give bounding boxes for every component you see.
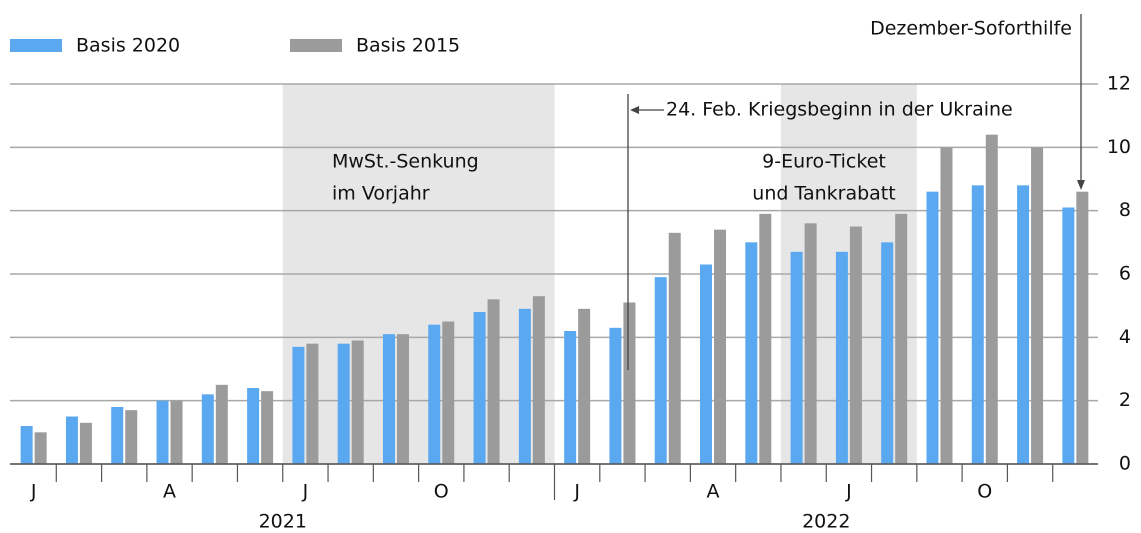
- bar: [971, 185, 984, 465]
- bar: [518, 308, 531, 464]
- y-tick-label: 10: [1107, 136, 1131, 158]
- bar: [156, 400, 169, 464]
- bar: [65, 416, 78, 464]
- bar: [759, 213, 772, 464]
- bar: [745, 242, 758, 464]
- legend-swatch: [290, 39, 342, 52]
- bar: [1076, 191, 1089, 464]
- bar: [1062, 207, 1075, 464]
- bar: [668, 232, 681, 464]
- x-tick-label: J: [302, 481, 309, 503]
- bar: [382, 334, 395, 464]
- bar: [532, 296, 545, 464]
- bar: [170, 400, 183, 464]
- bar: [609, 327, 622, 464]
- annotation: 24. Feb. Kriegsbeginn in der Ukraine: [666, 99, 1013, 121]
- bar: [564, 331, 577, 464]
- annotation: und Tankrabatt: [752, 183, 895, 205]
- bar: [1017, 185, 1030, 465]
- bar: [835, 251, 848, 464]
- x-tick-label: A: [163, 481, 176, 503]
- bar: [714, 229, 727, 464]
- x-tick-label: J: [573, 481, 580, 503]
- legend-label: Basis 2020: [76, 35, 180, 57]
- bar: [700, 264, 713, 464]
- arrow-head: [630, 106, 639, 114]
- bar: [351, 340, 364, 464]
- bar: [804, 223, 817, 464]
- bar: [926, 191, 939, 464]
- bar: [881, 242, 894, 464]
- y-tick-label: 0: [1119, 453, 1131, 475]
- y-tick-label: 8: [1119, 199, 1131, 221]
- bar: [215, 384, 228, 464]
- x-tick-label: O: [977, 481, 992, 503]
- bar: [895, 213, 908, 464]
- bar: [79, 422, 92, 464]
- bar: [111, 407, 124, 464]
- bar: [292, 346, 305, 464]
- y-tick-label: 2: [1119, 389, 1131, 411]
- bar: [306, 343, 319, 464]
- x-tick-label: A: [707, 481, 720, 503]
- x-tick-label: J: [30, 481, 37, 503]
- y-tick-label: 12: [1107, 73, 1131, 95]
- x-tick-label: O: [434, 481, 449, 503]
- bar: [654, 277, 667, 464]
- annotation: im Vorjahr: [332, 183, 430, 205]
- legend-swatch: [10, 39, 62, 52]
- year-label: 2021: [259, 511, 307, 533]
- bar: [1031, 147, 1044, 465]
- bar: [201, 394, 214, 464]
- bar: [34, 432, 47, 464]
- bar: [623, 302, 636, 464]
- bar: [940, 147, 953, 465]
- y-tick-label: 4: [1119, 326, 1131, 348]
- annotation: 9-Euro-Ticket: [762, 151, 886, 173]
- x-tick-label: J: [845, 481, 852, 503]
- year-label: 2022: [802, 511, 850, 533]
- bar: [247, 388, 260, 464]
- annotation: MwSt.-Senkung: [332, 151, 479, 173]
- y-tick-label: 6: [1119, 263, 1131, 285]
- arrow-head: [1077, 180, 1085, 190]
- bar: [125, 410, 138, 464]
- bar: [20, 426, 33, 464]
- bar: [261, 391, 274, 464]
- legend-label: Basis 2015: [356, 35, 460, 57]
- bar: [442, 321, 455, 464]
- bar: [790, 251, 803, 464]
- bar: [428, 324, 441, 464]
- bar: [985, 134, 998, 464]
- annotation: Dezember-Soforthilfe: [870, 18, 1072, 40]
- bar: [578, 308, 591, 464]
- bar: [849, 226, 862, 464]
- bar: [473, 312, 486, 464]
- bar: [396, 334, 409, 464]
- bar: [337, 343, 350, 464]
- bar: [487, 299, 500, 464]
